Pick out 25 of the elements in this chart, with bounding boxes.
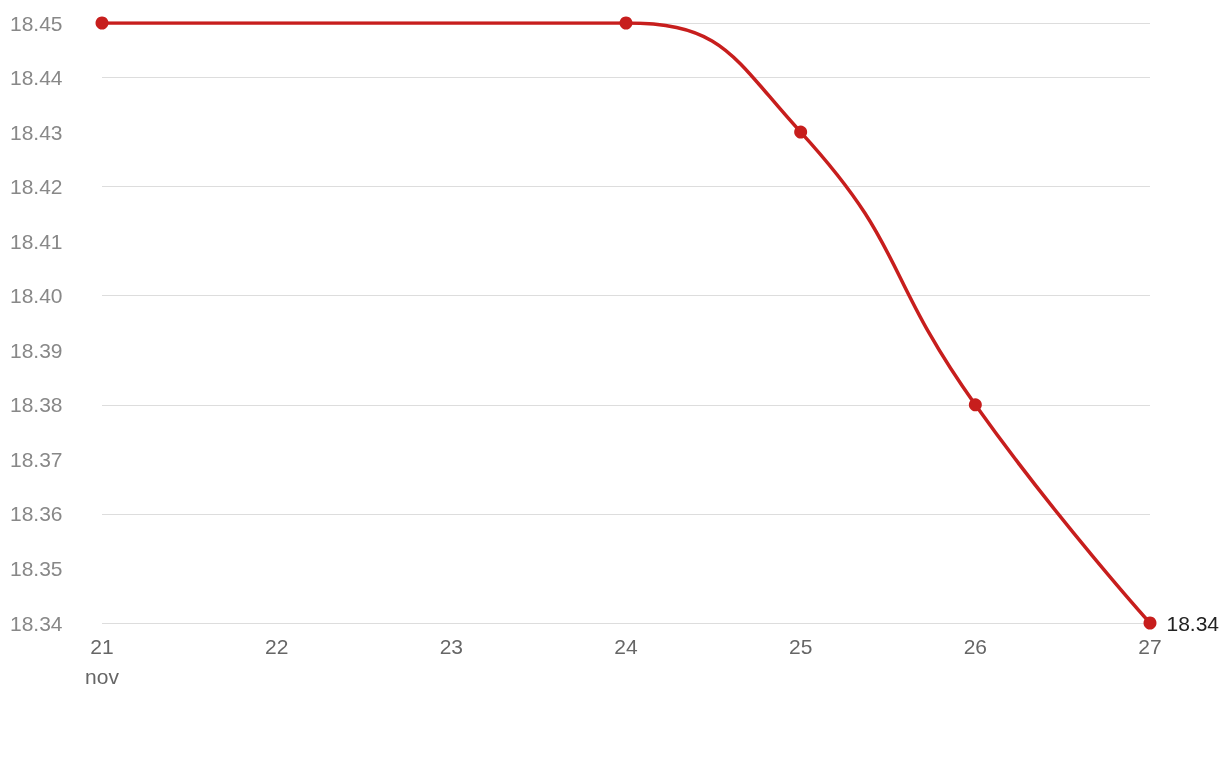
y-tick-label: 18.42: [10, 175, 63, 199]
x-tick-label: 24: [614, 634, 638, 658]
y-tick-label: 18.37: [10, 447, 63, 471]
y-tick-label: 18.44: [10, 66, 63, 90]
point: [968, 398, 982, 412]
y-tick-label: 18.40: [10, 284, 63, 308]
y-tick-label: 18.35: [10, 556, 63, 580]
y-tick-label: 18.34: [10, 611, 63, 635]
point: [619, 16, 633, 30]
y-tick-label: 18.36: [10, 502, 63, 526]
y-tick-label: 18.45: [10, 11, 63, 35]
x-tick-label: 25: [788, 634, 813, 658]
point: [794, 125, 808, 139]
x-tick-label: 21 nov: [85, 634, 120, 688]
point: [1143, 616, 1157, 630]
y-tick-label: 18.41: [10, 229, 63, 253]
x-tick-label: 22: [264, 634, 289, 658]
x-tick-label: 27: [1138, 634, 1162, 658]
y-tick-label: 18.43: [10, 120, 63, 144]
x-tick-label: 26: [963, 634, 988, 658]
data-label: 18.34: [1166, 611, 1220, 635]
point: [95, 16, 109, 30]
x-tick-label: 23: [439, 634, 464, 658]
y-tick-label: 18.38: [10, 393, 63, 417]
y-tick-label: 18.39: [10, 338, 63, 362]
